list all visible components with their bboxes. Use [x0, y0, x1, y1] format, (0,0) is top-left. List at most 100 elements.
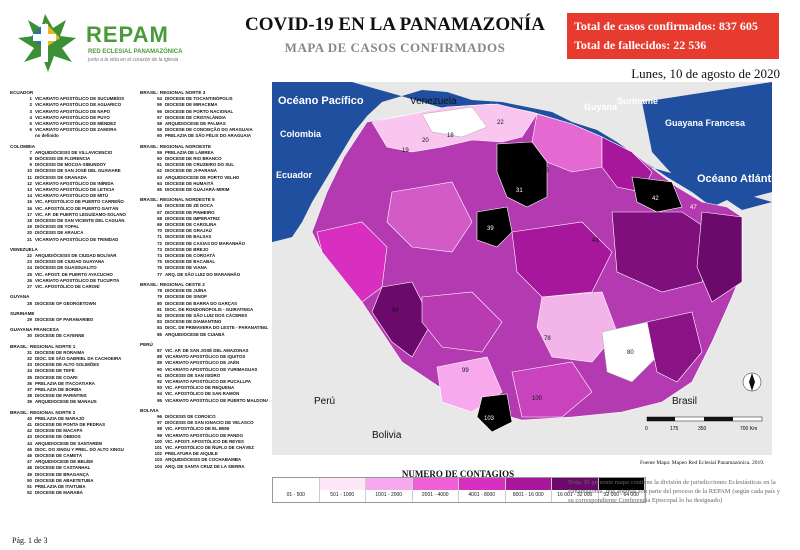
index-item-number: 74	[157, 253, 162, 259]
index-item: 55 DIOCESE DE MIRACEMA	[140, 102, 268, 108]
index-item-name: VIC. APOSTÓLICO DE REQUENA	[165, 385, 235, 391]
region-numbers: 31 39 42 47 103 26 22 18 20 19 80 78 94 …	[392, 120, 697, 422]
index-item-number: 13	[27, 187, 32, 193]
index-item-number: 71	[157, 234, 162, 240]
index-item: 17 VIC. AP. DE PUERTO LEGUÍZAMO-SOLANO	[10, 212, 138, 218]
map-svg: 31 39 42 47 103 26 22 18 20 19 80 78 94 …	[272, 82, 787, 455]
index-item-number: 89	[157, 360, 162, 366]
page-number: Pág. 1 de 3	[12, 536, 48, 545]
index-item-name: DIÓCESIS DE SAN JOSÉ DEL GUAVIARE	[35, 168, 121, 174]
index-item-name: VICARIATO APOSTÓLICO DE AGUARICO	[35, 102, 122, 108]
legend-label: 01 - 500	[286, 492, 305, 498]
index-item-number: 37	[27, 386, 32, 392]
index-item-number: 34	[27, 368, 32, 374]
label-oceano-pacifico-1: Océano Pacífico	[278, 95, 364, 107]
index-item: 99 VICARIATO APOSTÓLICO DE PANDO	[140, 433, 268, 439]
index-item-name: VICARIATO APOSTÓLICO DE MÉNDEZ	[35, 121, 116, 127]
confirmed-total: Total de casos confirmados: 837 605	[574, 19, 758, 33]
index-item-name: DIOCESE DE GRAJAÚ	[165, 228, 212, 234]
index-item: 6 VICARIATO APOSTÓLICO DE ZAMORA	[10, 127, 138, 133]
scale-tick-700: 700 Km	[740, 426, 757, 432]
index-item: 54 DIOCESE DE TOCANTINÓPOLIS	[140, 96, 268, 102]
index-item-number: 5	[29, 121, 32, 127]
index-item-name: VICARIATO APOSTÓLICO DE JAÉN	[165, 360, 240, 366]
index-item-number: 38	[27, 393, 32, 399]
region-tocantins	[646, 311, 703, 383]
legend-bin: 1001 - 2000	[366, 478, 413, 502]
index-item-number: 33	[27, 362, 32, 368]
index-item-name: DIOCESE DE BACABAL	[165, 259, 216, 265]
index-item: 44 ARQUIDIOCESE DE SANTARÉM	[10, 441, 138, 447]
index-item-name: ARQ. DE SÃO LUIZ DO MARANHÃO	[165, 271, 241, 277]
index-item: 61 DIOCESE DE CRUZEIRO DO SUL	[140, 162, 268, 168]
index-item-number: 81	[157, 306, 162, 312]
index-item: 72 DIOCESE DE CAXIAS DO MARANHÃO	[140, 241, 268, 247]
legend-swatch	[552, 478, 598, 490]
index-item-number: 83	[157, 319, 162, 325]
index-item-number: 66	[157, 203, 162, 209]
index-item-name: VIC. APOSTÓLICO DE EL BENI	[165, 426, 230, 432]
index-item-name: VICARIATO APOSTÓLICO DE YURIMAGUAS	[165, 366, 258, 372]
index-item: 2 VICARIATO APOSTÓLICO DE AGUARICO	[10, 102, 138, 108]
index-item-name: DIÓCESIS DE SAN IGNACIO DE VELASCO	[165, 420, 254, 426]
index-item: 104 ARQ. DE SANTA CRUZ DE LA SIERRA	[140, 464, 268, 470]
index-item: 66 DIOCESE DE ZÉ DOCA	[140, 203, 268, 209]
index-item-number: 7	[29, 149, 32, 155]
index-item-number: 18	[27, 218, 32, 224]
region-mato-grosso	[536, 291, 618, 363]
index-item-number: 94	[157, 391, 162, 397]
index-section-title: VENEZUELA	[10, 246, 38, 252]
legend-bin: 501 - 1000	[319, 478, 366, 502]
index-item-number: 73	[157, 246, 162, 252]
index-item: 60 DIOCESE DE RIO BRANCO	[140, 156, 268, 162]
label-22: 22	[497, 120, 504, 126]
index-item-name: VIC. APOSTÓLICO DE PUERTO GAITÁN	[35, 205, 119, 211]
index-item-name: VIC. APOSTÓLICO DE SAN RAMÓN	[165, 391, 240, 397]
index-item-number: 62	[157, 168, 162, 174]
legend: 01 - 500 501 - 1000 1001 - 2000 2001 - 4000…	[272, 477, 646, 503]
index-item: 93 VIC. APOSTÓLICO DE REQUENA	[140, 385, 268, 391]
index-item: 76 DIOCESE DE VIANA	[140, 265, 268, 271]
index-item: 73 DIOCESE DE BREJO	[140, 247, 268, 253]
legend-bin: 4001 - 8000	[459, 478, 506, 502]
label-ecuador: Ecuador	[276, 170, 313, 180]
index-item-name: ARQ. DE SANTA CRUZ DE LA SIERRA	[165, 463, 245, 469]
index-item-number: 42	[27, 428, 32, 434]
index-item-name: DIOCESE DE PORTO NACIONAL	[165, 108, 234, 114]
index-item-number: 35	[27, 374, 32, 380]
index-item: 68 DIOCESE DE IMPERATRIZ	[140, 216, 268, 222]
index-item: 85 ARQUIDIOCESE DE CUIABÁ	[140, 332, 268, 338]
index-item-number: 17	[27, 211, 32, 217]
legend-swatch	[412, 478, 458, 490]
map: 31 39 42 47 103 26 22 18 20 19 80 78 94 …	[272, 82, 787, 455]
index-item-name: PRELATURA DE AIQUILE	[165, 451, 218, 457]
index-item-number: 63	[157, 174, 162, 180]
index-item-number: 20	[27, 230, 32, 236]
index-item-name: DIOCESE DE RORAIMA	[35, 349, 85, 355]
legend-swatch	[598, 478, 644, 490]
index-item-name: DIOCESE DE GUAJARÁ-MIRIM	[165, 187, 230, 193]
index-item: 30 DIOCESE DE CAYENNE	[10, 333, 138, 339]
legend-bin: 8001 - 16 000	[505, 478, 552, 502]
legend-label: 1001 - 2000	[375, 492, 403, 498]
index-item-number: 82	[157, 312, 162, 318]
index-item-number: 91	[157, 372, 162, 378]
index-item-name: DIOCESE DE BREJO	[165, 246, 209, 252]
label-peru: Perú	[314, 396, 335, 407]
index-section-title: BRASIL: REGIONAL NORTE 3	[140, 90, 206, 95]
index-item-number: 87	[157, 347, 162, 353]
region-macapa	[631, 176, 683, 213]
index-item-name: ARQUIDIOCESE DE PALMAS	[165, 121, 226, 127]
index-item: 67 DIOCESE DE PINHEIRO	[140, 210, 268, 216]
compass-icon	[742, 372, 762, 392]
index-item-number: 29	[27, 316, 32, 322]
index-item: 29 DIOCESE OF PARAMARIBO	[10, 317, 138, 323]
index-item: 50 DIOCESE DE ABAETETUBA	[10, 478, 138, 484]
legend-label: 16 001 - 32 000	[557, 492, 593, 498]
index-item-number: 59	[157, 149, 162, 155]
legend-bin: 2001 - 4000	[412, 478, 459, 502]
index-item: 74 DIOCESE DE COROATÁ	[140, 253, 268, 259]
index-item: 49 DIOCESE DE BRAGANÇA	[10, 472, 138, 478]
index-item: 90 VICARIATO APOSTÓLICO DE YURIMAGUAS	[140, 367, 268, 373]
index-item-number: 68	[157, 215, 162, 221]
